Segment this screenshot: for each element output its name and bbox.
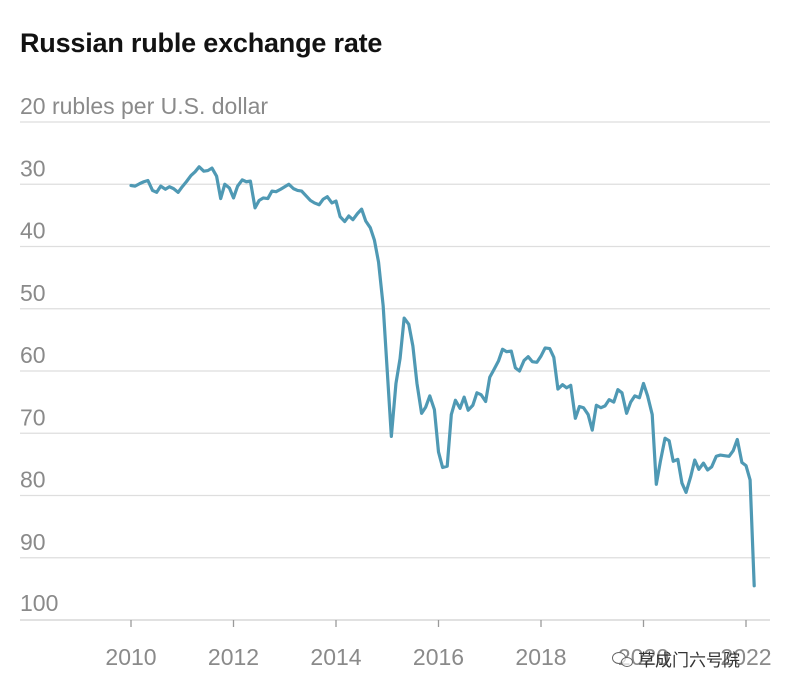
watermark: 草成门六号院 bbox=[612, 646, 740, 671]
y-tick-label-20: 20 rubles per U.S. dollar bbox=[20, 93, 268, 119]
y-tick-label-60: 60 bbox=[20, 342, 46, 368]
grid-layer bbox=[20, 121, 770, 621]
y-tick-label-40: 40 bbox=[20, 218, 46, 244]
y-tick-label-90: 90 bbox=[20, 529, 46, 555]
x-tick-label-2018: 2018 bbox=[515, 644, 566, 670]
watermark-text: 草成门六号院 bbox=[638, 651, 740, 670]
x-tick-label-2022: 2022 bbox=[720, 644, 771, 670]
x-axis: 2010 2012 2014 2016 2018 2020 2022 bbox=[105, 620, 772, 670]
x-tick-label-2016: 2016 bbox=[413, 644, 464, 670]
y-tick-label-50: 50 bbox=[20, 280, 46, 306]
x-tick-label-2014: 2014 bbox=[310, 644, 361, 670]
chart-title: Russian ruble exchange rate bbox=[20, 28, 383, 58]
series-line-0 bbox=[129, 165, 756, 588]
y-tick-label-100: 100 bbox=[20, 590, 58, 616]
y-axis-labels: 20 rubles per U.S. dollar 30 40 50 60 70 80 90 1… bbox=[20, 93, 268, 616]
y-tick-label-70: 70 bbox=[20, 404, 46, 430]
y-tick-label-30: 30 bbox=[20, 155, 46, 181]
x-tick-label-2010: 2010 bbox=[105, 644, 156, 670]
series-layer bbox=[129, 165, 756, 588]
wechat-icon bbox=[612, 650, 634, 668]
y-tick-label-80: 80 bbox=[20, 467, 46, 493]
x-tick-label-2012: 2012 bbox=[208, 644, 259, 670]
